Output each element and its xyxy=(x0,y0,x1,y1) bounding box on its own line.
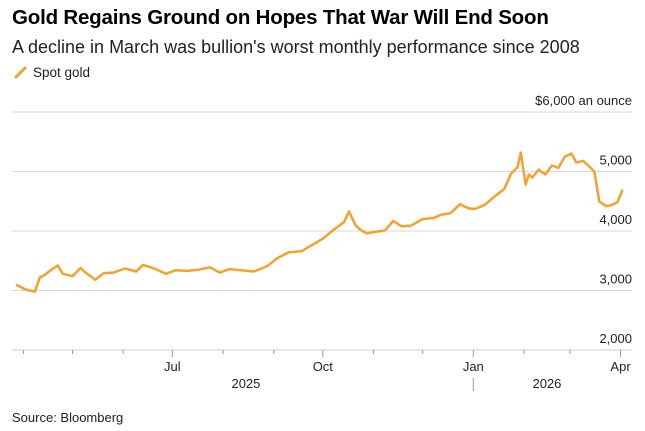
legend: Spot gold xyxy=(14,65,90,80)
x-axis: Jul Oct Jan Apr 2025 2026 xyxy=(12,349,632,391)
y-tick-label-2000: 2,000 xyxy=(599,331,632,346)
year-label-2026: 2026 xyxy=(532,376,561,391)
x-tick-label-jan: Jan xyxy=(463,359,484,374)
legend-swatch-spot-gold xyxy=(14,66,27,79)
x-tick-label-oct: Oct xyxy=(313,359,334,374)
chart-title: Gold Regains Ground on Hopes That War Wi… xyxy=(12,6,549,29)
series-layer xyxy=(15,151,624,293)
y-tick-label-6000: $6,000 an ounce xyxy=(535,93,632,108)
x-tick-label-apr: Apr xyxy=(610,359,631,374)
series-line-spot-gold xyxy=(15,151,624,293)
source-note: Source: Bloomberg xyxy=(12,410,124,425)
y-tick-label-3000: 3,000 xyxy=(599,272,632,287)
year-label-2025: 2025 xyxy=(231,376,260,391)
y-tick-label-4000: 4,000 xyxy=(599,212,632,227)
grid-lines xyxy=(12,111,632,291)
chart-subtitle: A decline in March was bullion's worst m… xyxy=(12,37,580,57)
y-axis-labels: 2,000 3,000 4,000 5,000 $6,000 an ounce xyxy=(535,93,632,346)
legend-label-spot-gold: Spot gold xyxy=(33,65,91,80)
y-tick-label-5000: 5,000 xyxy=(599,153,632,168)
x-tick-label-jul: Jul xyxy=(164,359,181,374)
